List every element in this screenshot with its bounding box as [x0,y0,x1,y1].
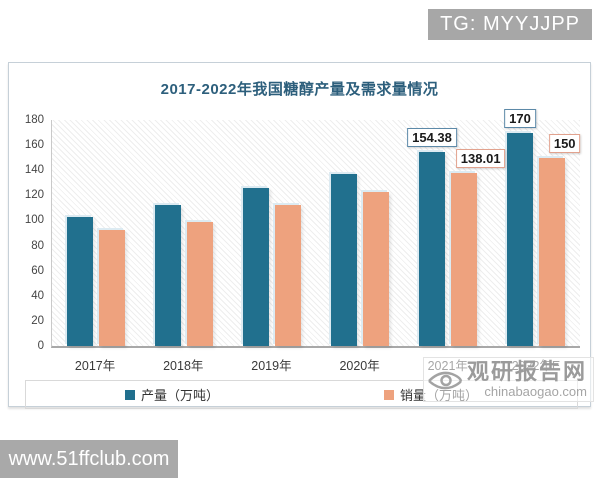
watermark-site-name: 观研报告网 [466,359,587,384]
bar-sales-2017年 [99,229,125,346]
bar-group: 154.38 138.01 [404,120,506,346]
bar-production-2020年 [331,174,357,346]
data-label-sales-2021年: 138.01 [455,148,506,168]
bar-production-2019年 [243,187,269,346]
chart-title: 2017-2022年我国糖醇产量及需求量情况 [160,81,439,98]
bar-production-2018年 [155,205,181,346]
bar-group [140,120,228,346]
y-axis-tick: 40 [31,289,44,302]
x-axis-label: 2020年 [339,359,380,373]
data-label-production-2022年E: 170 [504,108,536,128]
data-label-production-2021年: 154.38 [407,128,457,148]
watermark-text: 观研报告网 chinabaogao.com [466,359,587,400]
eye-logo-icon [428,371,463,389]
bar-production-2017年 [67,216,93,346]
y-axis-tick: 60 [31,264,44,277]
bar-sales-2018年 [187,221,213,346]
watermark: 观研报告网 chinabaogao.com [422,357,594,402]
y-axis-tick: 80 [31,239,44,252]
y-axis-tick: 100 [24,214,44,227]
bar-production-2021年: 154.38 [407,128,457,346]
bar-sales-2020年 [363,192,389,346]
legend-swatch-sales [384,389,394,400]
bar-group [228,120,316,346]
y-axis-tick: 160 [24,139,44,152]
legend-item-production: 产量（万吨） [124,385,219,404]
y-axis: 0 20 40 60 80 100 120 140 160 180 [15,114,51,352]
bar-sales-2019年 [275,205,301,346]
bar-group [316,120,404,346]
legend-swatch-production [124,389,135,400]
bar-group: 170 150 [492,108,581,346]
y-axis-tick: 180 [24,114,44,126]
y-axis-tick: 20 [31,314,44,327]
site-url-badge: www.51ffclub.com [0,440,178,478]
plot-area: 154.38 138.01 170 150 [51,108,581,348]
watermark-site-url: chinabaogao.com [484,384,587,399]
y-axis-tick: 0 [37,340,44,352]
telegram-badge: TG: MYYJJPP [428,9,592,40]
chart-body: 0 20 40 60 80 100 120 140 160 180 154.38 138.01 170… [15,108,581,375]
x-axis-label: 2018年 [163,359,204,373]
bar-group [52,120,140,346]
chart-panel: 2017-2022年我国糖醇产量及需求量情况 0 20 40 60 80 100 120 14… [8,62,591,409]
legend-label-production: 产量（万吨） [140,388,219,403]
x-axis-label: 2017年 [74,359,116,373]
data-label-sales-2022年E: 150 [548,133,581,153]
y-axis-tick: 120 [24,189,44,202]
x-axis-label: 2019年 [251,359,292,373]
plot-groups: 154.38 138.01 170 150 [52,108,581,346]
bar-sales-2021年: 138.01 [451,148,506,346]
bar-sales-2022年E: 150 [539,133,581,346]
bar-production-2022年E: 170 [504,108,536,346]
y-axis-tick: 140 [24,164,44,177]
